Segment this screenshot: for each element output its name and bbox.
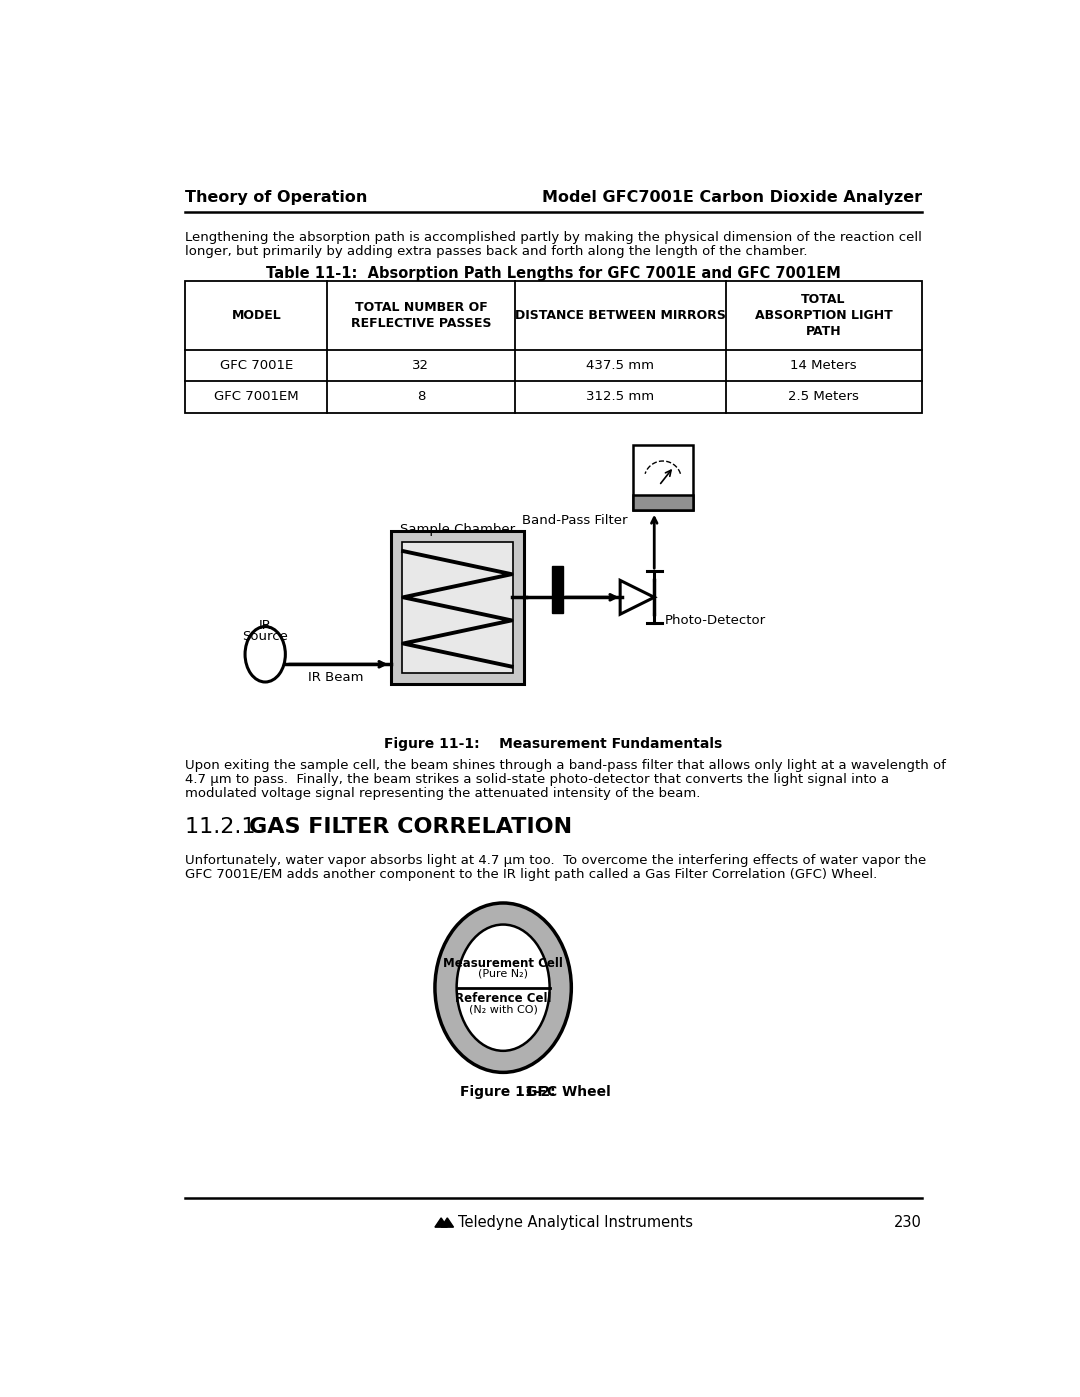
Text: longer, but primarily by adding extra passes back and forth along the length of : longer, but primarily by adding extra pa… [186, 244, 808, 257]
Text: 14 Meters: 14 Meters [791, 359, 856, 372]
Text: (Pure N₂): (Pure N₂) [478, 970, 528, 979]
Text: TOTAL NUMBER OF
REFLECTIVE PASSES: TOTAL NUMBER OF REFLECTIVE PASSES [351, 300, 491, 330]
Ellipse shape [457, 925, 550, 1051]
Text: Source: Source [242, 630, 288, 643]
Text: Teledyne Analytical Instruments: Teledyne Analytical Instruments [458, 1215, 693, 1229]
Text: GFC 7001EM: GFC 7001EM [214, 390, 298, 404]
Text: Measurement Cell: Measurement Cell [443, 957, 563, 970]
Text: 8: 8 [417, 390, 426, 404]
Polygon shape [441, 1218, 454, 1227]
Text: MODEL: MODEL [231, 309, 281, 321]
Text: Upon exiting the sample cell, the beam shines through a band-pass filter that al: Upon exiting the sample cell, the beam s… [186, 759, 946, 773]
Text: (N₂ with CO): (N₂ with CO) [469, 1004, 538, 1014]
Text: DISTANCE BETWEEN MIRRORS: DISTANCE BETWEEN MIRRORS [515, 309, 726, 321]
Text: Band-Pass Filter: Band-Pass Filter [522, 514, 627, 527]
Text: Unfortunately, water vapor absorbs light at 4.7 μm too.  To overcome the interfe: Unfortunately, water vapor absorbs light… [186, 855, 927, 868]
Text: 2.5 Meters: 2.5 Meters [788, 390, 859, 404]
Text: Table 11-1:  Absorption Path Lengths for GFC 7001E and GFC 7001EM: Table 11-1: Absorption Path Lengths for … [266, 267, 841, 281]
Bar [402, 542, 513, 673]
Text: Theory of Operation: Theory of Operation [186, 190, 368, 205]
Text: IR: IR [259, 619, 272, 631]
Polygon shape [435, 1218, 447, 1227]
Text: GFC Wheel: GFC Wheel [526, 1085, 611, 1099]
Text: GAS FILTER CORRELATION: GAS FILTER CORRELATION [248, 817, 572, 837]
Text: Model GFC7001E Carbon Dioxide Analyzer: Model GFC7001E Carbon Dioxide Analyzer [541, 190, 921, 205]
Bar [633, 444, 693, 510]
Text: GFC 7001E/EM adds another component to the IR light path called a Gas Filter Cor: GFC 7001E/EM adds another component to t… [186, 869, 878, 882]
Text: 230: 230 [894, 1215, 921, 1229]
Text: 11.2.1.: 11.2.1. [186, 817, 270, 837]
Bar [552, 566, 563, 613]
Text: 4.7 μm to pass.  Finally, the beam strikes a solid-state photo-detector that con: 4.7 μm to pass. Finally, the beam strike… [186, 773, 890, 787]
Text: modulated voltage signal representing the attenuated intensity of the beam.: modulated voltage signal representing th… [186, 787, 701, 799]
Text: IR Beam: IR Beam [308, 671, 364, 685]
Text: 312.5 mm: 312.5 mm [586, 390, 654, 404]
Bar [633, 495, 693, 510]
Text: 437.5 mm: 437.5 mm [586, 359, 654, 372]
Polygon shape [620, 580, 654, 615]
Text: Sample Chamber: Sample Chamber [400, 524, 515, 536]
Text: Photo-Detector: Photo-Detector [665, 615, 766, 627]
Bar [186, 281, 921, 412]
Text: Figure 11-1:    Measurement Fundamentals: Figure 11-1: Measurement Fundamentals [384, 738, 723, 752]
Bar [391, 531, 524, 683]
Text: Figure 11-2:: Figure 11-2: [460, 1085, 556, 1099]
Text: TOTAL
ABSORPTION LIGHT
PATH: TOTAL ABSORPTION LIGHT PATH [755, 293, 892, 338]
Text: 32: 32 [413, 359, 430, 372]
Text: Lengthening the absorption path is accomplished partly by making the physical di: Lengthening the absorption path is accom… [186, 231, 922, 244]
Text: GFC 7001E: GFC 7001E [219, 359, 293, 372]
Text: Reference Cell: Reference Cell [455, 992, 552, 1004]
Ellipse shape [435, 902, 571, 1073]
